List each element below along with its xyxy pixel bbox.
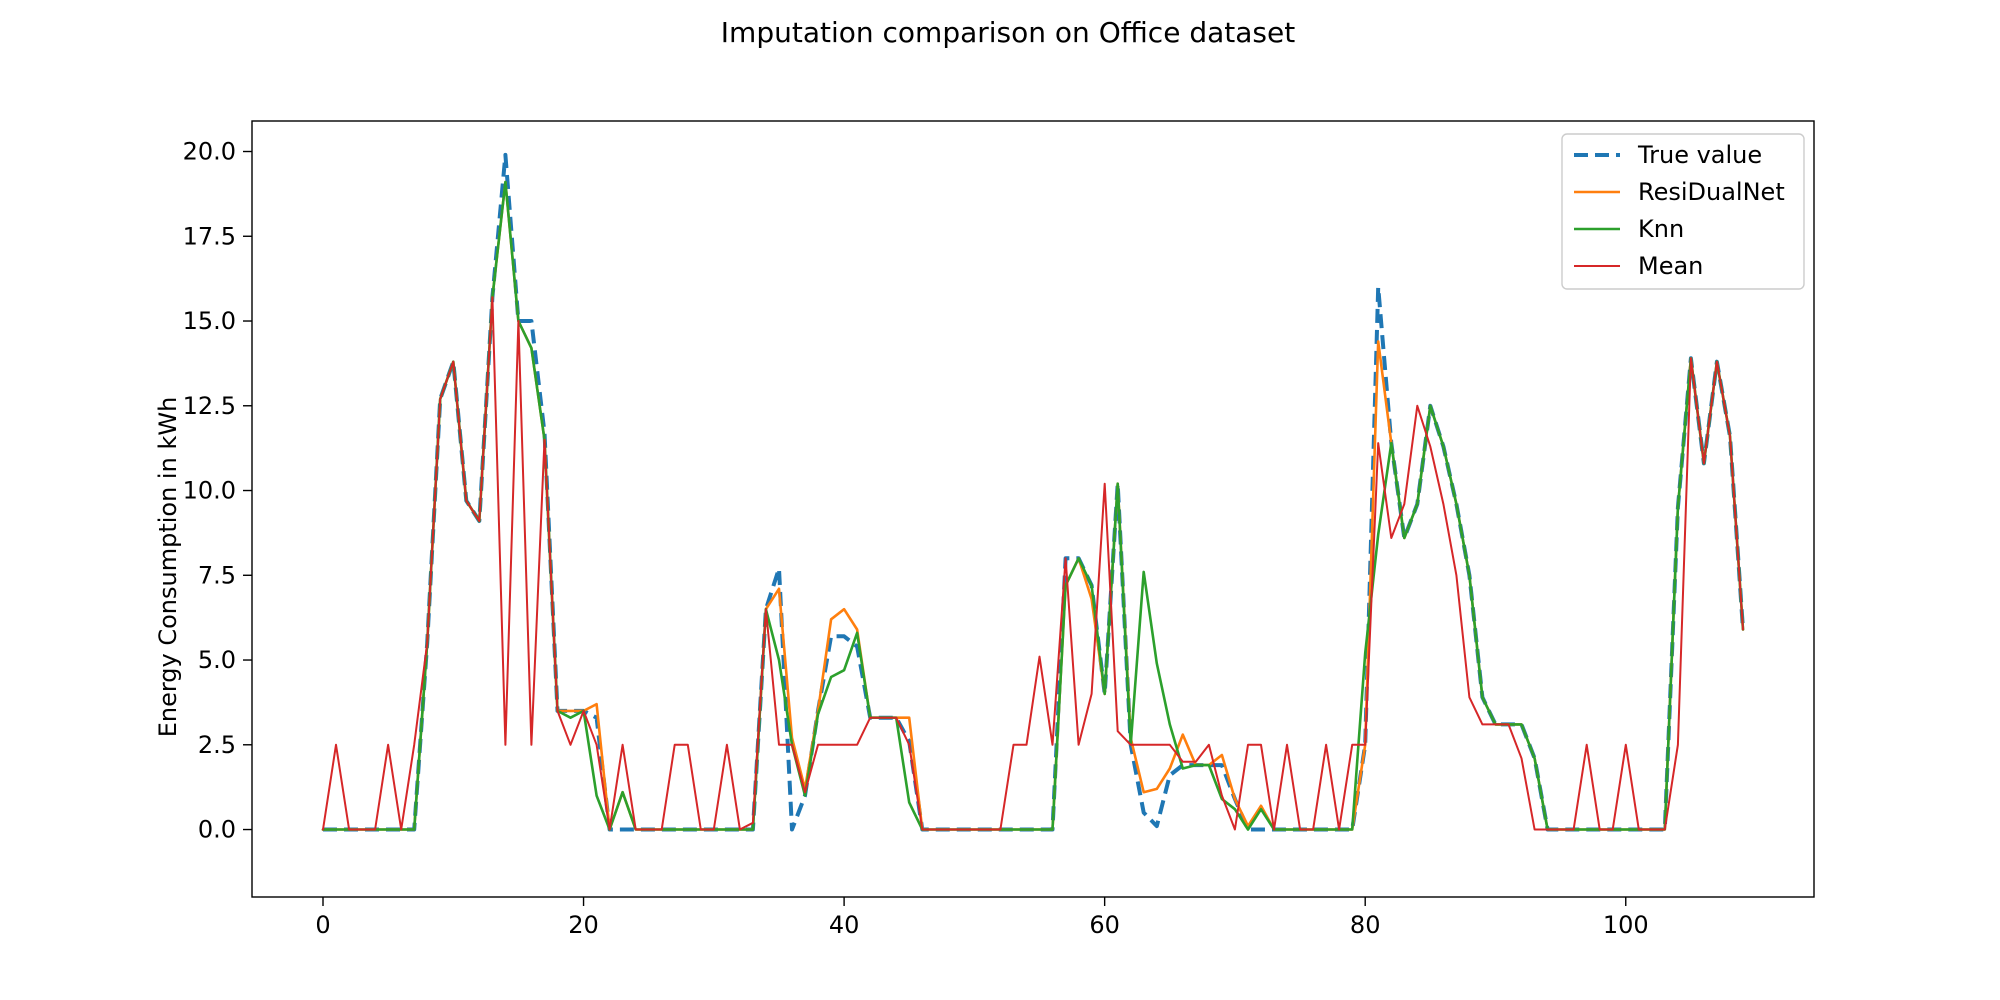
y-tick-label: 17.5 [183, 222, 236, 250]
legend-box [1561, 133, 1805, 290]
series-layer [321, 152, 1745, 832]
y-axis-label: Energy Consumption in kWh [154, 397, 182, 738]
x-tick-label: 60 [1089, 911, 1120, 939]
legend-label: Mean [1638, 252, 1703, 280]
y-tick-label: 15.0 [183, 307, 236, 335]
y-tick-label: 20.0 [183, 138, 236, 166]
legend: True value ResiDualNet Knn Mean [1561, 133, 1805, 290]
x-tick-label: 20 [568, 911, 599, 939]
x-tick-label: 40 [829, 911, 860, 939]
y-tick-label: 2.5 [198, 731, 236, 759]
x-tick-label: 100 [1603, 911, 1649, 939]
y-tick-label: 12.5 [183, 392, 236, 420]
x-tick-label: 0 [315, 911, 330, 939]
y-tick-label: 10.0 [183, 477, 236, 505]
y-tick-label: 5.0 [198, 646, 236, 674]
y-tick-label: 0.0 [198, 816, 236, 844]
series-line-mean [322, 296, 1744, 831]
x-tick-label: 80 [1350, 911, 1381, 939]
plot-area-frame [251, 120, 1815, 898]
legend-label: ResiDualNet [1638, 178, 1785, 206]
legend-label: True value [1637, 141, 1762, 169]
tick-layer: 0 20 40 60 80 100 0.0 2.5 5.0 7.5 10.0 12.5 15.0 17.5… [183, 138, 1649, 939]
chart-title: Imputation comparison on Office dataset [721, 16, 1295, 49]
series-line-knn [321, 180, 1745, 831]
legend-label: Knn [1638, 215, 1684, 243]
y-tick-label: 7.5 [198, 561, 236, 589]
